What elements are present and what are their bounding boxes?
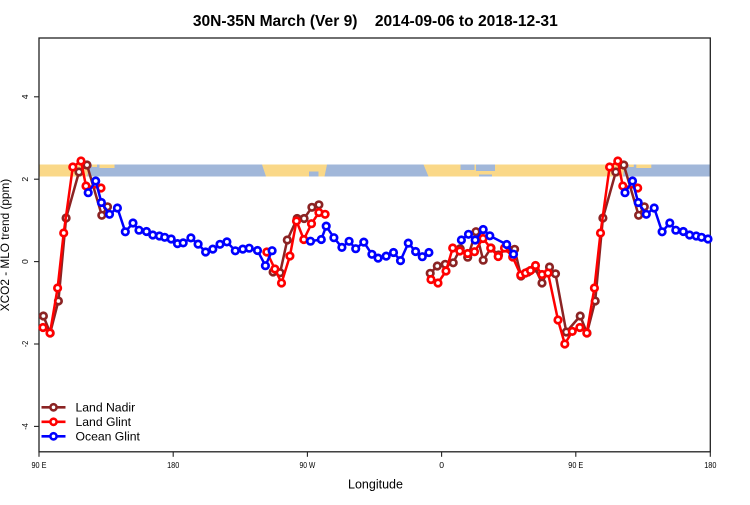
svg-text:0: 0 bbox=[439, 460, 444, 470]
svg-text:Ocean Glint: Ocean Glint bbox=[76, 430, 141, 444]
svg-text:30N-35N March (Ver 9) 2014-: 30N-35N March (Ver 9) 2014-09-06 to 2018… bbox=[193, 13, 558, 30]
svg-text:-2: -2 bbox=[20, 341, 30, 348]
svg-text:XCO2 - MLO trend (ppm): XCO2 - MLO trend (ppm) bbox=[0, 179, 12, 311]
svg-text:Land Nadir: Land Nadir bbox=[76, 401, 136, 415]
svg-text:0: 0 bbox=[20, 259, 30, 264]
svg-text:-4: -4 bbox=[20, 423, 30, 430]
svg-text:Longitude: Longitude bbox=[348, 478, 403, 492]
svg-text:2: 2 bbox=[20, 177, 30, 182]
svg-text:90 E: 90 E bbox=[32, 460, 47, 470]
svg-text:180: 180 bbox=[167, 460, 179, 470]
svg-text:180: 180 bbox=[704, 460, 716, 470]
svg-text:Land Glint: Land Glint bbox=[76, 415, 132, 429]
svg-text:90 E: 90 E bbox=[568, 460, 583, 470]
svg-text:90 W: 90 W bbox=[299, 460, 316, 470]
svg-text:4: 4 bbox=[20, 94, 30, 99]
